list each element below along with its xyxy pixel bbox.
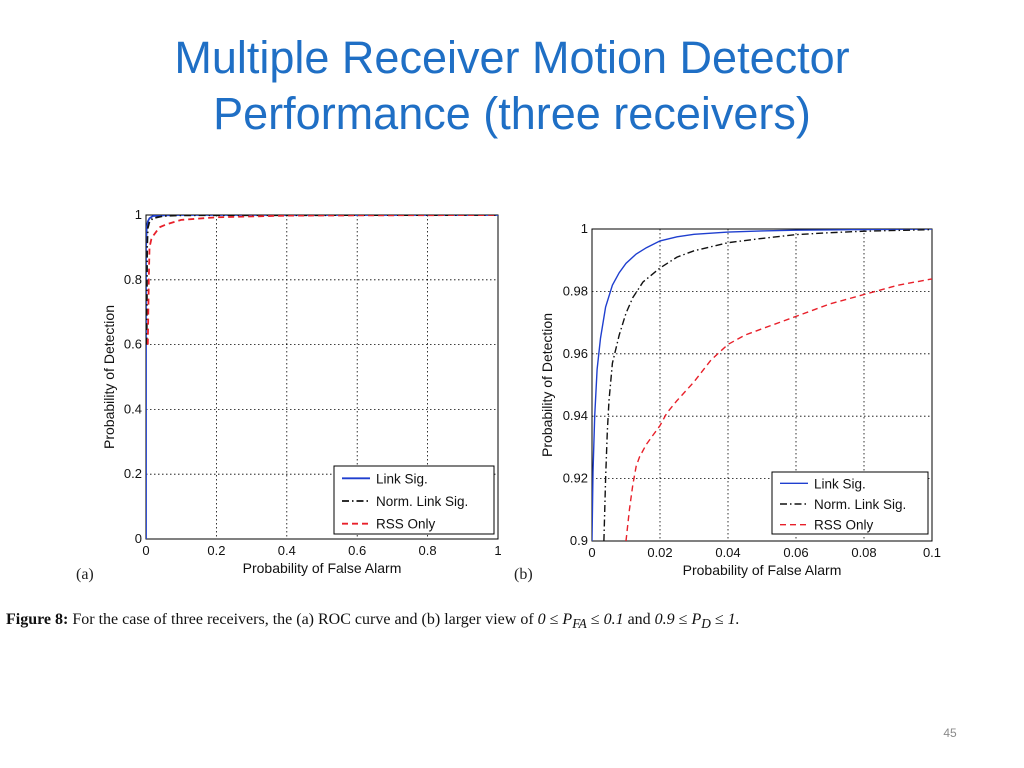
y-tick-label: 1 — [581, 221, 588, 236]
series-line-rss-only — [146, 215, 498, 345]
legend: Link Sig. Norm. Link Sig. RSS Only — [333, 465, 495, 535]
roc-chart-b: 0 0.02 0.04 0.06 0.08 0.1 0.9 0.92 0.94 0.96 0.98 1… — [539, 221, 941, 578]
y-tick-label: 0.2 — [124, 466, 142, 481]
x-tick-label: 0.6 — [348, 543, 366, 558]
legend-label: Norm. Link Sig. — [376, 494, 468, 509]
y-tick-label: 0.9 — [570, 533, 588, 548]
roc-chart-a: 0 0.2 0.4 0.6 0.8 1 0 0.2 0.4 0.6 0.8 1 Probability … — [101, 207, 502, 576]
panel-label-a: (a) — [76, 566, 94, 583]
slide-title: Multiple Receiver Motion Detector Perfor… — [0, 30, 1024, 142]
x-tick-label: 0 — [142, 543, 149, 558]
series-line-link-sig — [592, 229, 932, 541]
caption-math-pd: 0.9 ≤ PD ≤ 1. — [654, 611, 740, 632]
caption-text: For the case of three receivers, the (a)… — [72, 611, 534, 628]
legend-label: Link Sig. — [376, 471, 428, 486]
y-tick-label: 0.96 — [563, 346, 588, 361]
legend-label: RSS Only — [814, 518, 874, 533]
x-tick-label: 0.4 — [278, 543, 296, 558]
y-tick-label: 0 — [135, 531, 142, 546]
caption-figure-label: Figure 8: — [6, 611, 69, 628]
x-tick-label: 1 — [494, 543, 501, 558]
x-tick-label: 0.8 — [419, 543, 437, 558]
y-tick-label: 0.8 — [124, 272, 142, 287]
y-tick-label: 0.98 — [563, 283, 588, 298]
y-axis-label: Probability of Detection — [539, 313, 555, 457]
x-tick-label: 0.04 — [715, 545, 740, 560]
page-number: 45 — [943, 726, 957, 740]
legend-label: RSS Only — [376, 517, 436, 532]
y-tick-label: 0.6 — [124, 337, 142, 352]
slide-title-line-1: Multiple Receiver Motion Detector — [174, 32, 850, 83]
panel-label-b: (b) — [514, 566, 533, 583]
y-tick-label: 0.92 — [563, 471, 588, 486]
legend-label: Norm. Link Sig. — [814, 497, 906, 512]
y-tick-label: 0.4 — [124, 401, 142, 416]
slide-title-line-2: Performance (three receivers) — [213, 88, 811, 139]
x-tick-label: 0.08 — [851, 545, 876, 560]
legend-label: Link Sig. — [814, 476, 866, 491]
roc-figure: 0 0.2 0.4 0.6 0.8 1 0 0.2 0.4 0.6 0.8 1 Probability … — [101, 207, 941, 578]
legend-box — [771, 471, 929, 535]
x-tick-label: 0.1 — [923, 545, 941, 560]
x-axis-label: Probability of False Alarm — [243, 560, 402, 576]
y-axis-label: Probability of Detection — [101, 305, 117, 449]
figure-caption: Figure 8: For the case of three receiver… — [6, 608, 1020, 636]
x-tick-label: 0.02 — [647, 545, 672, 560]
caption-math-pfa: 0 ≤ PFA ≤ 0.1 — [537, 611, 624, 632]
legend-box — [333, 465, 495, 535]
series-line-rss-only — [625, 278, 932, 541]
y-tick-label: 1 — [135, 207, 142, 222]
x-axis-label: Probability of False Alarm — [683, 562, 842, 578]
x-tick-label: 0.06 — [783, 545, 808, 560]
series-line-norm-link-sig — [603, 229, 932, 541]
caption-and: and — [627, 611, 651, 628]
y-tick-label: 0.94 — [563, 408, 588, 423]
x-tick-label: 0 — [588, 545, 595, 560]
x-tick-label: 0.2 — [207, 543, 225, 558]
legend: Link Sig. Norm. Link Sig. RSS Only — [771, 471, 929, 535]
